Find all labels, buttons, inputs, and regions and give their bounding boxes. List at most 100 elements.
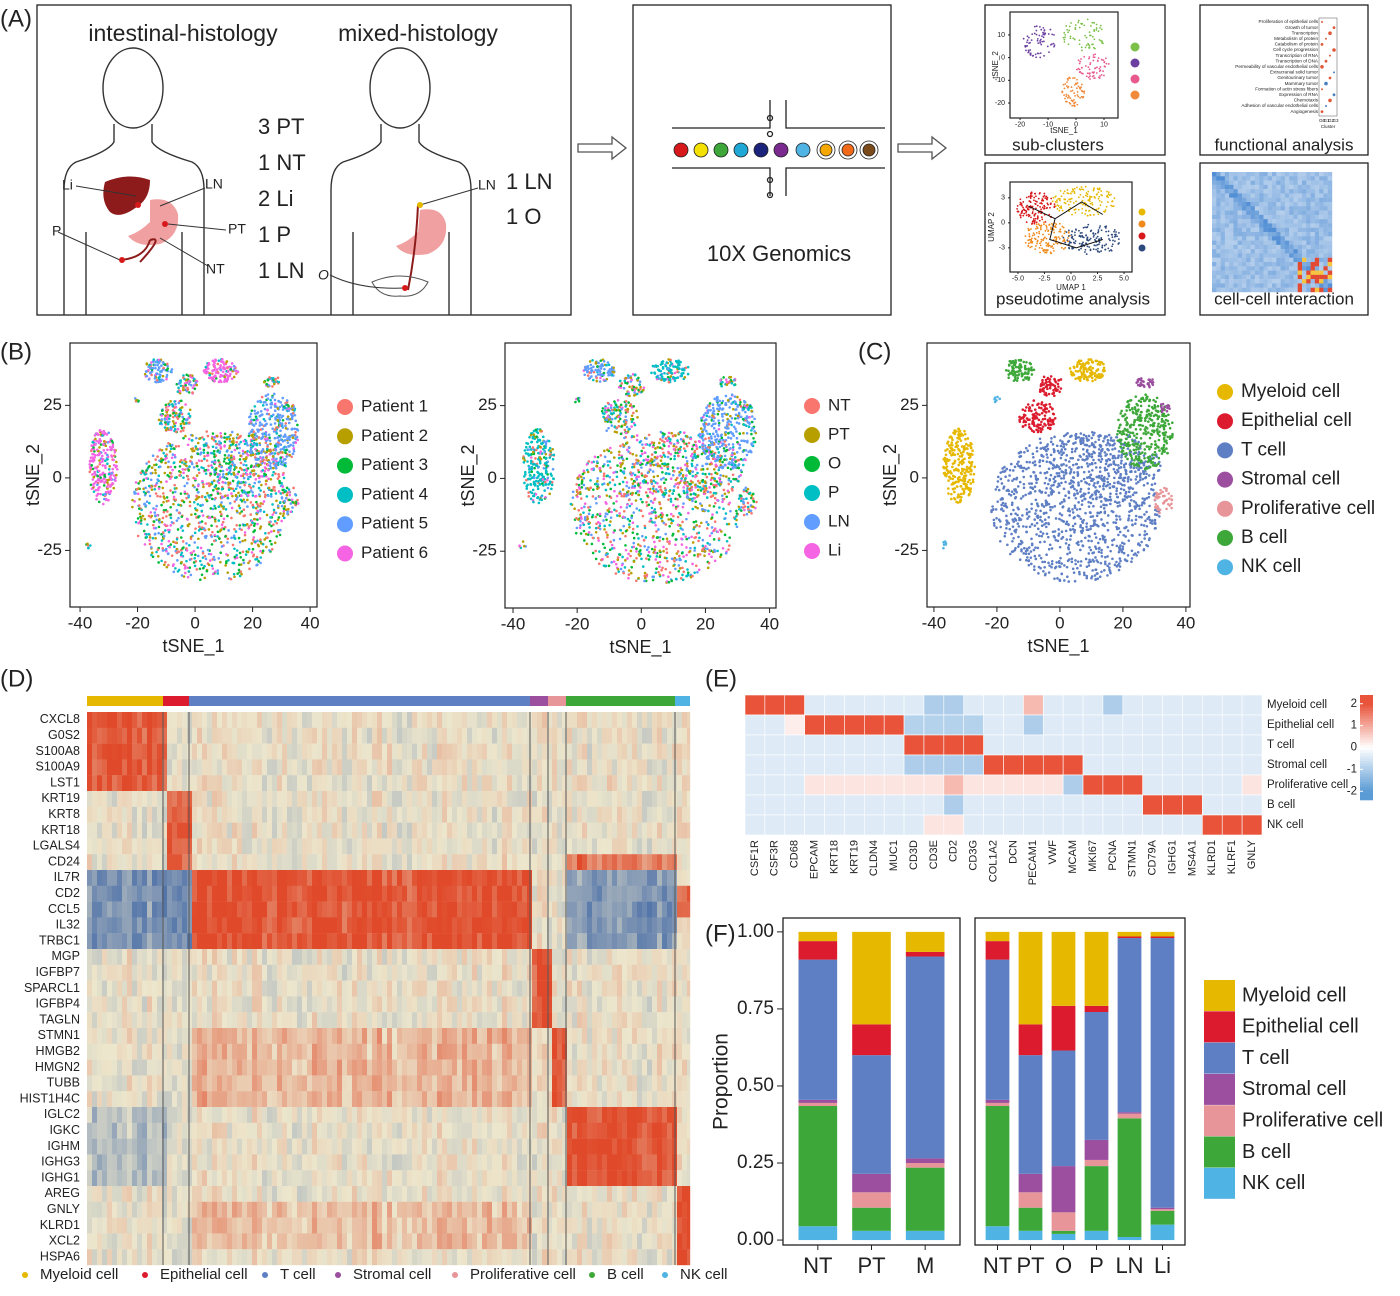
cell-dot — [639, 454, 643, 458]
interaction-cell — [1220, 214, 1226, 220]
cell-dot — [217, 459, 220, 462]
cell-dot — [1084, 251, 1086, 253]
cell-dot — [1070, 233, 1073, 236]
cell-dot — [145, 535, 149, 539]
interaction-cell — [1242, 206, 1247, 211]
cell-dot — [277, 516, 281, 519]
cell-dot — [662, 573, 665, 577]
cell-dot — [99, 476, 102, 479]
cell-dot — [630, 477, 633, 481]
interaction-cell — [1250, 193, 1256, 198]
cell-dot — [155, 504, 158, 508]
interaction-cell — [1302, 206, 1307, 211]
cell-dot — [154, 458, 157, 461]
cell-dot — [147, 484, 151, 488]
cell-dot — [175, 509, 179, 512]
cell-dot — [155, 518, 158, 522]
interaction-cell — [1284, 257, 1290, 263]
interaction-cell — [1254, 223, 1260, 228]
cell-dot — [1088, 72, 1091, 75]
cell-dot — [664, 437, 668, 440]
cell-dot — [160, 532, 163, 536]
cell-dot — [151, 454, 155, 458]
cell-dot — [202, 566, 205, 570]
cell-dot — [171, 453, 175, 456]
x-axis-label: tSNE_1 — [609, 637, 671, 658]
cell-dot — [1087, 72, 1089, 75]
cell-dot — [288, 493, 292, 497]
interaction-cell — [1293, 232, 1298, 237]
cell-dot — [244, 481, 247, 484]
cell-dot — [185, 496, 188, 500]
cell-dot — [622, 524, 625, 528]
y-tick-label: 25 — [43, 395, 62, 414]
cell-dot — [274, 377, 277, 381]
cell-dot — [250, 409, 254, 412]
cell-dot — [686, 484, 689, 488]
cell-dot — [706, 566, 710, 570]
cell-dot — [279, 456, 283, 459]
interaction-cell — [1314, 202, 1320, 207]
cell-dot — [643, 524, 647, 528]
cell-dot — [1030, 216, 1032, 219]
interaction-cell — [1254, 279, 1260, 284]
cell-dot — [110, 439, 114, 443]
cell-dot — [1063, 190, 1066, 193]
cell-dot — [667, 575, 670, 579]
cell-dot — [273, 436, 277, 440]
cell-dot — [224, 535, 227, 538]
interaction-cell — [1297, 223, 1303, 228]
cell-dot — [621, 488, 625, 491]
interaction-cell — [1263, 223, 1268, 228]
cell-dot — [629, 549, 633, 553]
cell-dot — [260, 395, 264, 399]
term-label: Transcription of RNA — [1276, 53, 1319, 58]
cell-dot — [1095, 193, 1098, 196]
interaction-cell — [1306, 193, 1311, 198]
cell-dot — [710, 526, 714, 529]
interaction-cell — [1263, 210, 1268, 216]
cell-dot — [1082, 236, 1085, 239]
interaction-cell — [1229, 279, 1234, 284]
cell-dot — [156, 478, 159, 481]
cell-dot — [240, 510, 243, 513]
cell-dot — [200, 495, 204, 499]
cell-dot — [596, 480, 599, 483]
cell-dot — [232, 437, 235, 440]
cell-dot — [163, 563, 166, 567]
interaction-cell — [1237, 236, 1243, 241]
interaction-cell — [1250, 244, 1256, 250]
interaction-cell — [1254, 202, 1260, 207]
interaction-cell — [1319, 176, 1324, 181]
interaction-cell — [1306, 214, 1311, 220]
cell-dot — [196, 546, 200, 549]
cell-dot — [278, 501, 282, 504]
interaction-cell — [1237, 189, 1243, 194]
cell-dot — [1057, 197, 1060, 200]
cell-dot — [1085, 36, 1088, 39]
interaction-cell — [1306, 287, 1311, 293]
cell-dot — [202, 444, 206, 448]
panel-label: (B) — [0, 338, 32, 365]
cell-dot — [1042, 26, 1045, 29]
cell-dot — [270, 489, 273, 492]
cell-dot — [226, 496, 230, 500]
cell-dot — [582, 469, 586, 473]
cell-dot — [1074, 83, 1076, 86]
cell-dot — [662, 453, 666, 457]
cell-dot — [637, 537, 640, 540]
cell-dot — [176, 528, 180, 531]
interaction-cell — [1216, 223, 1221, 228]
interaction-cell — [1250, 236, 1256, 241]
cell-dot — [587, 522, 590, 526]
cell-dot — [614, 562, 618, 566]
cell-dot — [231, 461, 235, 465]
cell-dot — [277, 380, 281, 384]
interaction-cell — [1229, 172, 1234, 177]
cell-dot — [1033, 192, 1036, 195]
cell-dot — [1074, 240, 1077, 242]
cell-dot — [1063, 232, 1066, 235]
interaction-cell — [1327, 227, 1333, 233]
cell-dot — [162, 508, 166, 512]
cell-dot — [1113, 235, 1116, 238]
